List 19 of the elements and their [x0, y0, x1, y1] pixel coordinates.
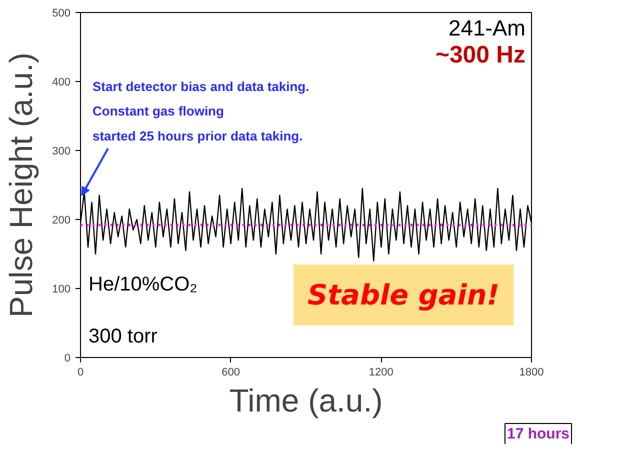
x-axis-title: Time (a.u.) [229, 382, 383, 418]
y-axis-title: Pulse Height (a.u.) [3, 52, 40, 318]
annotation: Stable gain! [308, 278, 500, 312]
x-tick-label: 1200 [368, 366, 394, 378]
y-tick-label: 200 [52, 214, 71, 226]
annotation: 300 torr [88, 326, 158, 348]
x-tick-label: 0 [77, 366, 84, 378]
y-tick-label: 100 [52, 284, 71, 296]
text: 17 hours [506, 426, 570, 442]
y-tick-label: 500 [52, 8, 71, 20]
y-tick-label: 0 [64, 352, 71, 364]
x-tick-label: 1800 [519, 366, 544, 378]
annotation: ~300 Hz [435, 42, 526, 68]
y-tick-label: 300 [52, 146, 71, 158]
annotation: 241-Am [448, 16, 526, 40]
annotation: He/10%CO₂ [88, 274, 198, 296]
x-tick-label: 600 [222, 366, 240, 378]
y-tick-label: 400 [52, 76, 71, 88]
annotation: Start detector bias and data taking. Constant gas flowing started 25 hours prior data taking. [92, 78, 310, 144]
